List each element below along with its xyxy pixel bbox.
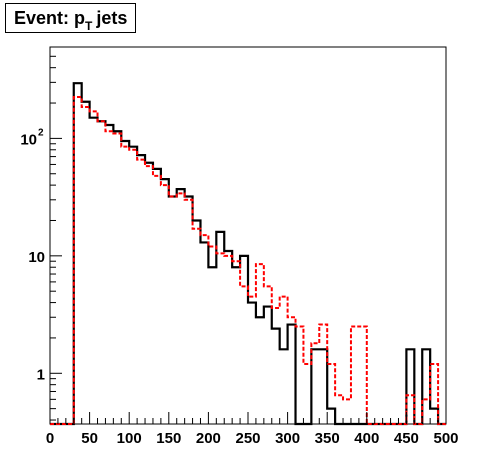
x-tick-label: 400 [354,430,379,447]
x-tick-label: 100 [117,430,142,447]
x-tick-label: 200 [196,430,221,447]
y-tick-label-base: 10 [20,131,37,148]
series-1-line [50,82,446,426]
chart-title-suffix: jets [96,8,128,28]
chart-title: Event: pT jets [5,3,137,33]
series-layer [50,82,446,426]
x-tick-label: 350 [315,430,340,447]
tick-layer [49,46,447,424]
x-tick-label: 300 [275,430,300,447]
plot-frame [49,46,447,425]
x-tick-label: 0 [46,430,54,447]
y-tick-label: 1 [37,366,45,383]
x-tick-label: 450 [394,430,419,447]
x-tick-label: 150 [156,430,181,447]
chart-title-subscript: T [85,19,93,33]
y-tick-label: 10 [20,131,37,148]
chart-title-main: Event: p [14,8,86,28]
y-tick-label: 10 [28,249,45,266]
x-tick-label: 250 [235,430,260,447]
series-2-line [50,96,446,425]
y-tick-label-exponent: 2 [38,127,44,138]
x-tick-label: 500 [433,430,458,447]
x-tick-label: 50 [81,430,98,447]
